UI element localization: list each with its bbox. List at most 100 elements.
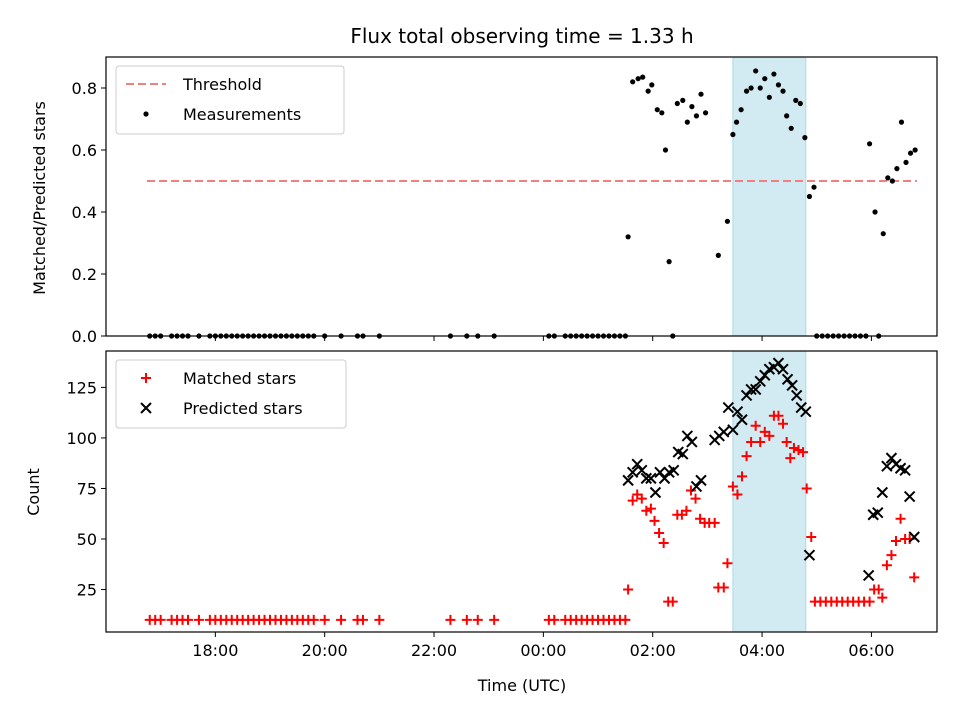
point-0-0-109 (907, 150, 914, 156)
point-1-1-22 (731, 405, 744, 418)
point-0-0-60 (666, 259, 672, 265)
axes-frame-0 (105, 56, 938, 337)
point-0-0-67 (698, 91, 704, 97)
point-1-1-47 (899, 464, 911, 476)
point-1-0-82 (764, 430, 775, 441)
chart-title: Flux total observing time = 1.33 h (350, 24, 693, 48)
point-1-0-84 (773, 410, 784, 421)
point-1-0-107 (881, 560, 892, 571)
point-0-0-107 (898, 119, 905, 125)
point-0-0-76 (753, 68, 759, 74)
x-tick-label-2: 22:00 (411, 641, 457, 660)
point-1-0-89 (793, 445, 804, 456)
point-1-0-74 (727, 481, 738, 492)
point-1-0-35 (472, 614, 483, 625)
y-tick-label-1-2: 75 (77, 479, 97, 498)
point-0-0-105 (889, 178, 895, 184)
point-0-0-83 (784, 113, 790, 119)
point-0-0-87 (802, 135, 808, 141)
y-tick-label-1-3: 100 (66, 429, 97, 448)
point-1-1-27 (754, 375, 766, 388)
point-1-0-92 (806, 531, 817, 542)
point-1-1-34 (786, 379, 798, 392)
point-1-0-72 (718, 582, 729, 593)
point-0-0-108 (903, 159, 909, 165)
point-0-0-68 (702, 110, 709, 116)
point-1-1-2 (631, 458, 643, 470)
point-0-0-100 (866, 141, 873, 147)
point-0-0-101 (872, 209, 878, 215)
point-0-0-59 (662, 147, 669, 153)
point-1-0-75 (732, 489, 743, 500)
point-1-1-37 (800, 405, 812, 418)
point-1-0-91 (801, 483, 812, 494)
point-0-0-65 (689, 104, 695, 110)
point-0-0-69 (715, 252, 721, 258)
point-1-0-2 (155, 614, 166, 625)
point-0-0-89 (811, 184, 817, 190)
point-1-0-54 (636, 493, 647, 504)
point-0-0-53 (635, 76, 641, 82)
point-1-0-87 (785, 453, 796, 464)
x-tick-label-1: 20:00 (302, 641, 348, 660)
point-1-0-61 (667, 596, 678, 607)
point-1-1-3 (636, 464, 648, 476)
point-0-0-88 (806, 193, 813, 200)
point-1-1-48 (903, 490, 916, 503)
point-1-1-5 (645, 472, 657, 485)
point-1-0-88 (788, 443, 799, 454)
point-0-0-110 (912, 147, 918, 153)
point-1-0-77 (741, 451, 752, 462)
highlight-span-0 (732, 56, 807, 337)
point-1-1-20 (722, 401, 735, 414)
legend-box-0 (115, 65, 345, 135)
x-tick-label-5: 04:00 (739, 641, 785, 660)
point-1-0-7 (193, 614, 204, 625)
point-1-1-15 (690, 480, 703, 493)
point-1-1-19 (718, 426, 730, 438)
y-tick-label-0-0: 0.0 (72, 327, 97, 346)
bottom-y-axis-label: Count (24, 468, 43, 516)
point-1-1-24 (740, 389, 753, 402)
point-1-1-33 (781, 373, 794, 386)
point-1-0-38 (549, 614, 560, 625)
y-tick-label-0-4: 0.8 (72, 79, 97, 98)
point-1-0-36 (489, 614, 500, 625)
point-0-0-55 (645, 88, 651, 94)
point-0-0-75 (748, 85, 754, 91)
point-1-0-31 (357, 614, 368, 625)
point-1-0-6 (183, 614, 194, 625)
point-1-1-32 (777, 363, 789, 375)
point-1-0-27 (308, 614, 319, 625)
point-0-0-104 (885, 175, 891, 181)
point-1-0-50 (620, 614, 631, 625)
point-1-0-51 (623, 584, 634, 595)
point-1-1-4 (640, 472, 653, 485)
legend-handle-0-1 (143, 111, 149, 117)
point-0-0-74 (743, 88, 750, 94)
point-1-0-78 (746, 436, 757, 447)
point-1-0-85 (778, 418, 789, 429)
point-1-0-110 (895, 513, 906, 524)
point-1-0-73 (722, 558, 733, 569)
point-1-0-56 (645, 503, 656, 514)
y-tick-label-0-3: 0.6 (72, 141, 97, 160)
point-1-0-29 (336, 614, 347, 625)
point-1-0-80 (755, 436, 766, 447)
point-1-0-57 (649, 515, 660, 526)
x-tick-label-4: 02:00 (630, 641, 676, 660)
point-1-0-76 (737, 471, 748, 482)
point-1-1-41 (872, 507, 884, 519)
point-1-1-43 (881, 460, 893, 472)
point-0-0-70 (724, 218, 731, 224)
point-1-1-23 (736, 414, 748, 426)
x-tick-label-6: 06:00 (848, 641, 894, 660)
point-1-0-32 (374, 614, 385, 625)
point-1-0-108 (886, 550, 897, 561)
point-1-1-14 (686, 436, 698, 448)
point-1-0-52 (627, 495, 638, 506)
point-1-1-16 (695, 474, 707, 487)
point-1-1-6 (649, 486, 662, 499)
point-0-0-77 (757, 85, 763, 91)
y-tick-label-1-0: 25 (77, 581, 97, 600)
